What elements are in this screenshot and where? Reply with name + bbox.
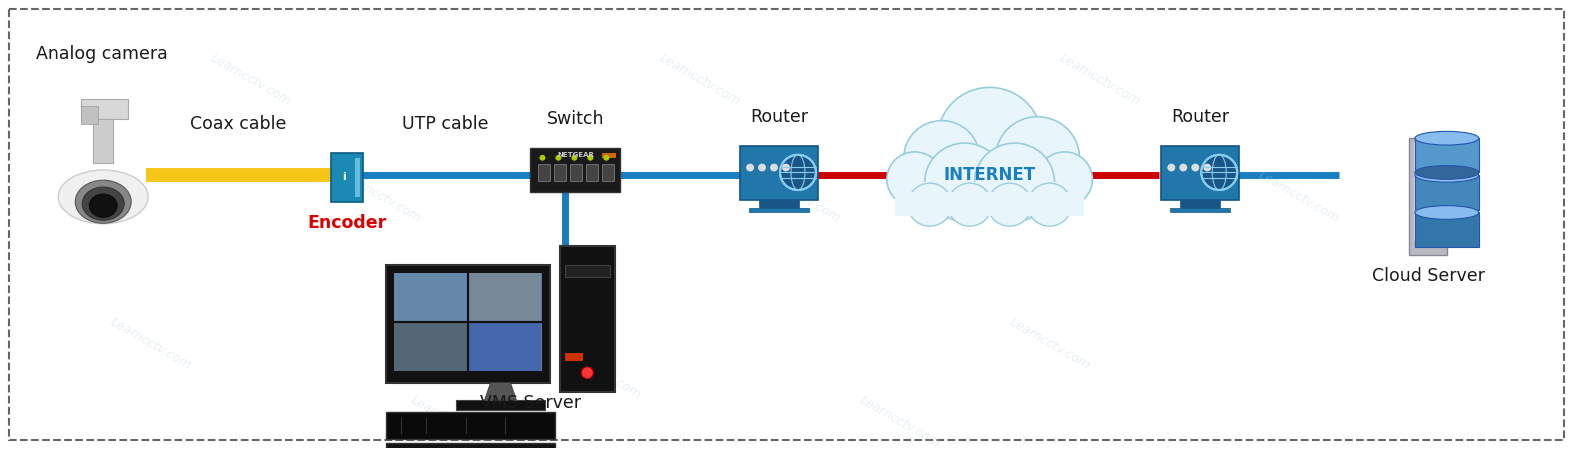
Circle shape <box>758 164 766 171</box>
Ellipse shape <box>90 194 116 218</box>
Ellipse shape <box>1414 165 1479 179</box>
FancyBboxPatch shape <box>469 273 541 321</box>
Circle shape <box>1202 155 1238 190</box>
FancyBboxPatch shape <box>385 265 551 383</box>
FancyBboxPatch shape <box>1180 200 1221 207</box>
Text: UTP cable: UTP cable <box>403 115 489 133</box>
Circle shape <box>988 183 1032 226</box>
Circle shape <box>1037 152 1093 207</box>
Text: Router: Router <box>750 108 809 127</box>
Text: INTERNET: INTERNET <box>944 166 1035 184</box>
FancyBboxPatch shape <box>1414 143 1422 241</box>
FancyBboxPatch shape <box>560 246 615 392</box>
FancyBboxPatch shape <box>565 353 584 361</box>
FancyBboxPatch shape <box>749 207 809 213</box>
Circle shape <box>582 367 593 379</box>
FancyBboxPatch shape <box>393 273 467 321</box>
FancyBboxPatch shape <box>1409 138 1447 255</box>
Ellipse shape <box>58 170 148 224</box>
Polygon shape <box>895 182 1084 208</box>
Text: Encoder: Encoder <box>307 214 387 233</box>
FancyBboxPatch shape <box>602 153 617 158</box>
Text: Learncctv.com: Learncctv.com <box>558 345 643 401</box>
Circle shape <box>555 155 562 161</box>
FancyBboxPatch shape <box>469 323 541 371</box>
FancyBboxPatch shape <box>760 200 799 207</box>
Circle shape <box>1167 164 1175 171</box>
Circle shape <box>780 155 816 190</box>
FancyBboxPatch shape <box>1414 175 1479 210</box>
Circle shape <box>746 164 753 171</box>
FancyBboxPatch shape <box>385 412 555 439</box>
FancyBboxPatch shape <box>1414 213 1479 247</box>
Circle shape <box>887 152 942 207</box>
Circle shape <box>938 87 1041 189</box>
Text: Learncctv.com: Learncctv.com <box>1057 51 1142 108</box>
Text: Learncctv.com: Learncctv.com <box>1007 315 1092 372</box>
Text: Learncctv.com: Learncctv.com <box>658 51 742 108</box>
Text: Learncctv.com: Learncctv.com <box>407 393 494 450</box>
Polygon shape <box>82 106 98 123</box>
FancyBboxPatch shape <box>571 164 582 181</box>
FancyBboxPatch shape <box>530 148 620 192</box>
Circle shape <box>571 155 577 161</box>
Ellipse shape <box>1414 131 1479 145</box>
Text: Learncctv.com: Learncctv.com <box>757 169 843 225</box>
Circle shape <box>1027 183 1071 226</box>
Polygon shape <box>82 99 127 119</box>
Circle shape <box>925 143 1005 221</box>
Circle shape <box>782 164 790 171</box>
Polygon shape <box>895 192 1084 217</box>
FancyBboxPatch shape <box>565 265 610 277</box>
Circle shape <box>908 183 952 226</box>
FancyBboxPatch shape <box>1161 146 1240 200</box>
FancyBboxPatch shape <box>538 164 551 181</box>
Circle shape <box>587 155 593 161</box>
FancyBboxPatch shape <box>393 323 467 371</box>
Circle shape <box>1203 164 1211 171</box>
Polygon shape <box>93 119 113 163</box>
Text: Switch: Switch <box>547 111 604 128</box>
Text: Learncctv.com: Learncctv.com <box>338 169 423 225</box>
Ellipse shape <box>1414 206 1479 219</box>
Circle shape <box>540 155 546 161</box>
FancyBboxPatch shape <box>739 146 818 200</box>
Text: Router: Router <box>1172 108 1229 127</box>
Text: i: i <box>341 172 346 182</box>
Circle shape <box>771 164 779 171</box>
FancyBboxPatch shape <box>456 400 546 410</box>
FancyBboxPatch shape <box>1414 138 1479 172</box>
FancyBboxPatch shape <box>385 443 555 457</box>
Text: Cloud Server: Cloud Server <box>1372 267 1485 285</box>
Ellipse shape <box>82 187 124 220</box>
Ellipse shape <box>76 180 131 223</box>
Text: Learncctv.com: Learncctv.com <box>109 315 193 372</box>
Polygon shape <box>484 383 516 400</box>
Text: NETGEAR: NETGEAR <box>557 152 595 158</box>
Text: Learncctv.com: Learncctv.com <box>208 51 294 108</box>
Ellipse shape <box>1414 169 1479 182</box>
Circle shape <box>975 143 1054 221</box>
Text: Coax cable: Coax cable <box>190 115 286 133</box>
FancyBboxPatch shape <box>1170 207 1230 213</box>
Text: Learncctv.com: Learncctv.com <box>1257 169 1342 225</box>
Circle shape <box>1180 164 1188 171</box>
Circle shape <box>996 117 1079 199</box>
FancyBboxPatch shape <box>554 164 566 181</box>
FancyBboxPatch shape <box>393 273 543 371</box>
FancyBboxPatch shape <box>602 164 615 181</box>
Circle shape <box>604 155 609 161</box>
Circle shape <box>1191 164 1199 171</box>
FancyBboxPatch shape <box>355 158 360 197</box>
Circle shape <box>947 183 991 226</box>
Text: Analog camera: Analog camera <box>36 45 168 64</box>
FancyBboxPatch shape <box>330 153 363 202</box>
Text: VMS Server: VMS Server <box>480 394 580 412</box>
FancyBboxPatch shape <box>587 164 598 181</box>
Text: Learncctv.com: Learncctv.com <box>857 393 942 450</box>
Circle shape <box>904 121 980 195</box>
